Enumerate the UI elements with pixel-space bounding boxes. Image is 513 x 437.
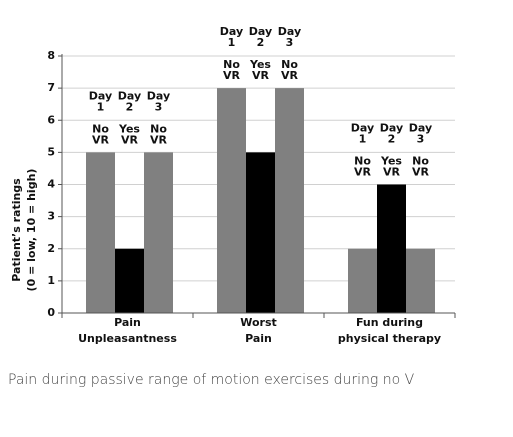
bar xyxy=(377,184,406,313)
annotation-day: 3 xyxy=(286,36,294,49)
annotation-day: 3 xyxy=(155,100,163,113)
annotation-day: Day xyxy=(409,122,432,135)
annotation-condition: Yes xyxy=(118,122,140,135)
x-tick-label: physical therapy xyxy=(338,332,441,345)
annotation-day: Day xyxy=(118,89,141,102)
annotation-condition: VR xyxy=(354,166,372,179)
bar xyxy=(348,248,377,313)
bar xyxy=(86,152,115,313)
annotation-day: Day xyxy=(278,25,301,38)
annotation-day: Day xyxy=(147,89,170,102)
y-tick-label: 6 xyxy=(47,113,55,126)
annotation-condition: VR xyxy=(412,166,430,179)
bar xyxy=(144,152,173,313)
annotation-condition: No xyxy=(92,122,109,135)
annotation-condition: No xyxy=(223,58,240,71)
y-tick-label: 4 xyxy=(47,178,55,191)
annotation-day: Day xyxy=(351,122,374,135)
annotation-condition: No xyxy=(150,122,167,135)
y-axis-label-group: Patient’s ratings (0 = low, 10 = high) xyxy=(10,169,38,292)
y-axis-label: (0 = low, 10 = high) xyxy=(25,169,38,292)
annotation-day: 3 xyxy=(417,133,425,146)
x-tick-label: Pain xyxy=(114,316,141,329)
y-tick-label: 5 xyxy=(47,145,55,158)
y-tick-label: 3 xyxy=(47,210,55,223)
y-tick-label: 8 xyxy=(47,49,55,62)
annotation-condition: VR xyxy=(150,133,168,146)
annotation-day: 1 xyxy=(228,36,236,49)
bar xyxy=(406,248,435,313)
annotation-condition: No xyxy=(281,58,298,71)
annotation-condition: VR xyxy=(121,133,139,146)
y-axis-label: Patient’s ratings xyxy=(10,178,23,282)
annotation-condition: VR xyxy=(223,69,241,82)
annotation-condition: VR xyxy=(252,69,270,82)
annotation-day: 2 xyxy=(388,133,396,146)
caption: Pain during passive range of motion exer… xyxy=(8,372,415,388)
annotation-day: 2 xyxy=(257,36,265,49)
annotation-day: 1 xyxy=(359,133,367,146)
annotation-condition: Yes xyxy=(380,155,402,168)
annotation-condition: No xyxy=(412,155,429,168)
annotation-day: Day xyxy=(249,25,272,38)
y-tick-label: 0 xyxy=(47,306,55,319)
x-tick-label: Fun during xyxy=(356,316,423,329)
annotation-condition: Yes xyxy=(249,58,271,71)
chart: Patient’s ratings (0 = low, 10 = high) 0… xyxy=(10,25,456,345)
bar xyxy=(246,152,275,313)
x-tick-label: Unpleasantness xyxy=(78,332,177,345)
y-tick-label: 2 xyxy=(47,242,55,255)
x-tick-label: Pain xyxy=(245,332,272,345)
y-tick-label: 7 xyxy=(47,81,55,94)
annotation-day: Day xyxy=(220,25,243,38)
annotation-condition: VR xyxy=(281,69,299,82)
annotation-day: 1 xyxy=(97,100,105,113)
x-tick-label: Worst xyxy=(240,316,277,329)
annotation-day: Day xyxy=(380,122,403,135)
bar xyxy=(217,88,246,313)
annotation-condition: VR xyxy=(92,133,110,146)
annotation-day: 2 xyxy=(126,100,134,113)
bar xyxy=(115,248,144,313)
y-tick-label: 1 xyxy=(47,274,55,287)
annotation-condition: VR xyxy=(383,166,401,179)
annotation-day: Day xyxy=(89,89,112,102)
annotation-condition: No xyxy=(354,155,371,168)
bar xyxy=(275,88,304,313)
